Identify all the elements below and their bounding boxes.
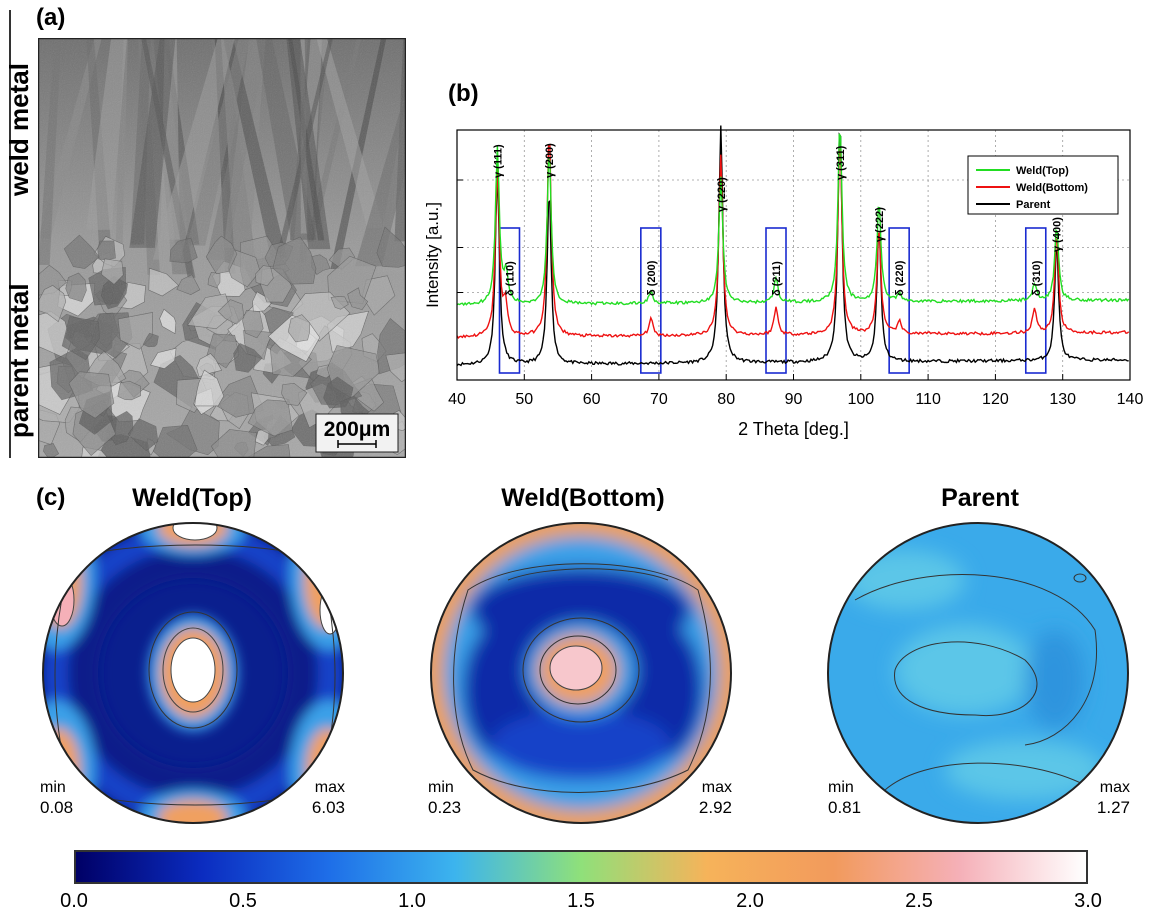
peak-label: γ (222) (874, 207, 886, 242)
delta-peak-box (1024, 227, 1047, 374)
colorbar-tick-label: 2.0 (736, 890, 764, 912)
x-tick-label: 40 (448, 391, 466, 408)
peak-label: γ (111) (492, 144, 504, 178)
panel-b-label: (b) (448, 80, 479, 107)
colorbar-tick-label: 1.0 (398, 890, 426, 912)
colorbar (74, 850, 1088, 884)
x-tick-label: 120 (982, 391, 1009, 408)
delta-peak-box (640, 227, 662, 374)
x-tick-label: 90 (785, 391, 803, 408)
series-line (456, 125, 1129, 367)
peak-label: δ (110) (504, 261, 516, 296)
peak-label: γ (220) (716, 177, 728, 212)
pole-figure-weld-top (42, 522, 344, 824)
pole-figure-title-weld-bottom: Weld(Bottom) (501, 484, 665, 512)
legend-entry: Weld(Top) (1016, 165, 1069, 177)
pole-figure-weld-top-min: min 0.08 (40, 779, 74, 817)
colorbar-tick-label: 1.5 (567, 890, 595, 912)
x-tick-label: 110 (915, 391, 941, 408)
peak-label: δ (211) (771, 261, 783, 296)
peak-label: δ (310) (1031, 260, 1043, 296)
scale-bar-label: 200μm (324, 418, 391, 441)
x-tick-label: 60 (583, 391, 601, 408)
pole-figure-title-weld-top: Weld(Top) (132, 484, 252, 512)
legend-entry: Weld(Bottom) (1016, 182, 1088, 194)
pole-figure-weld-bottom (430, 522, 732, 824)
pole-figure-weld-bottom-max: max 2.92 (698, 779, 732, 817)
series-line (456, 133, 1130, 307)
x-axis-label: 2 Theta [deg.] (738, 419, 849, 439)
panel-a-label: (a) (36, 4, 66, 31)
panel-c-label: (c) (36, 484, 66, 511)
micrograph-image: 200μm (38, 38, 406, 458)
peak-label: γ (400) (1052, 217, 1064, 252)
parent-metal-label: parent metal (4, 283, 34, 438)
x-tick-label: 100 (847, 391, 874, 408)
pole-figure-weld-top-max: max 6.03 (311, 779, 345, 817)
peak-label: γ (200) (544, 143, 556, 178)
peak-label: δ (220) (894, 260, 906, 296)
pole-figure-title-parent: Parent (941, 484, 1019, 512)
x-tick-label: 130 (1049, 391, 1076, 408)
x-tick-label: 140 (1117, 391, 1144, 408)
pole-figure-weld-bottom-min: min 0.23 (428, 779, 462, 817)
colorbar-tick-label: 0.0 (60, 890, 88, 912)
side-divider-line (9, 10, 11, 458)
delta-peak-box (888, 227, 910, 374)
x-tick-label: 70 (650, 391, 668, 408)
x-tick-label: 80 (717, 391, 735, 408)
colorbar-tick-label: 2.5 (905, 890, 933, 912)
colorbar-tick-label: 3.0 (1074, 890, 1102, 912)
peak-label: δ (200) (646, 260, 658, 296)
x-tick-label: 50 (515, 391, 533, 408)
chart-legend: Weld(Top) Weld(Bottom) Parent (967, 155, 1119, 215)
y-axis-label: Intensity [a.u.] (423, 202, 442, 308)
peak-label: γ (311) (835, 145, 847, 180)
pole-figure-parent-min: min 0.81 (828, 779, 862, 817)
pole-figure-parent (827, 522, 1129, 824)
weld-metal-label: weld metal (4, 63, 34, 196)
colorbar-tick-label: 0.5 (229, 890, 257, 912)
pole-figure-parent-max: max 1.27 (1096, 779, 1130, 817)
xrd-chart: γ (111) δ (110) γ (200) δ (200) γ (220) δ (21… (423, 125, 1144, 439)
legend-entry: Parent (1016, 199, 1051, 211)
series-line (456, 143, 1130, 339)
